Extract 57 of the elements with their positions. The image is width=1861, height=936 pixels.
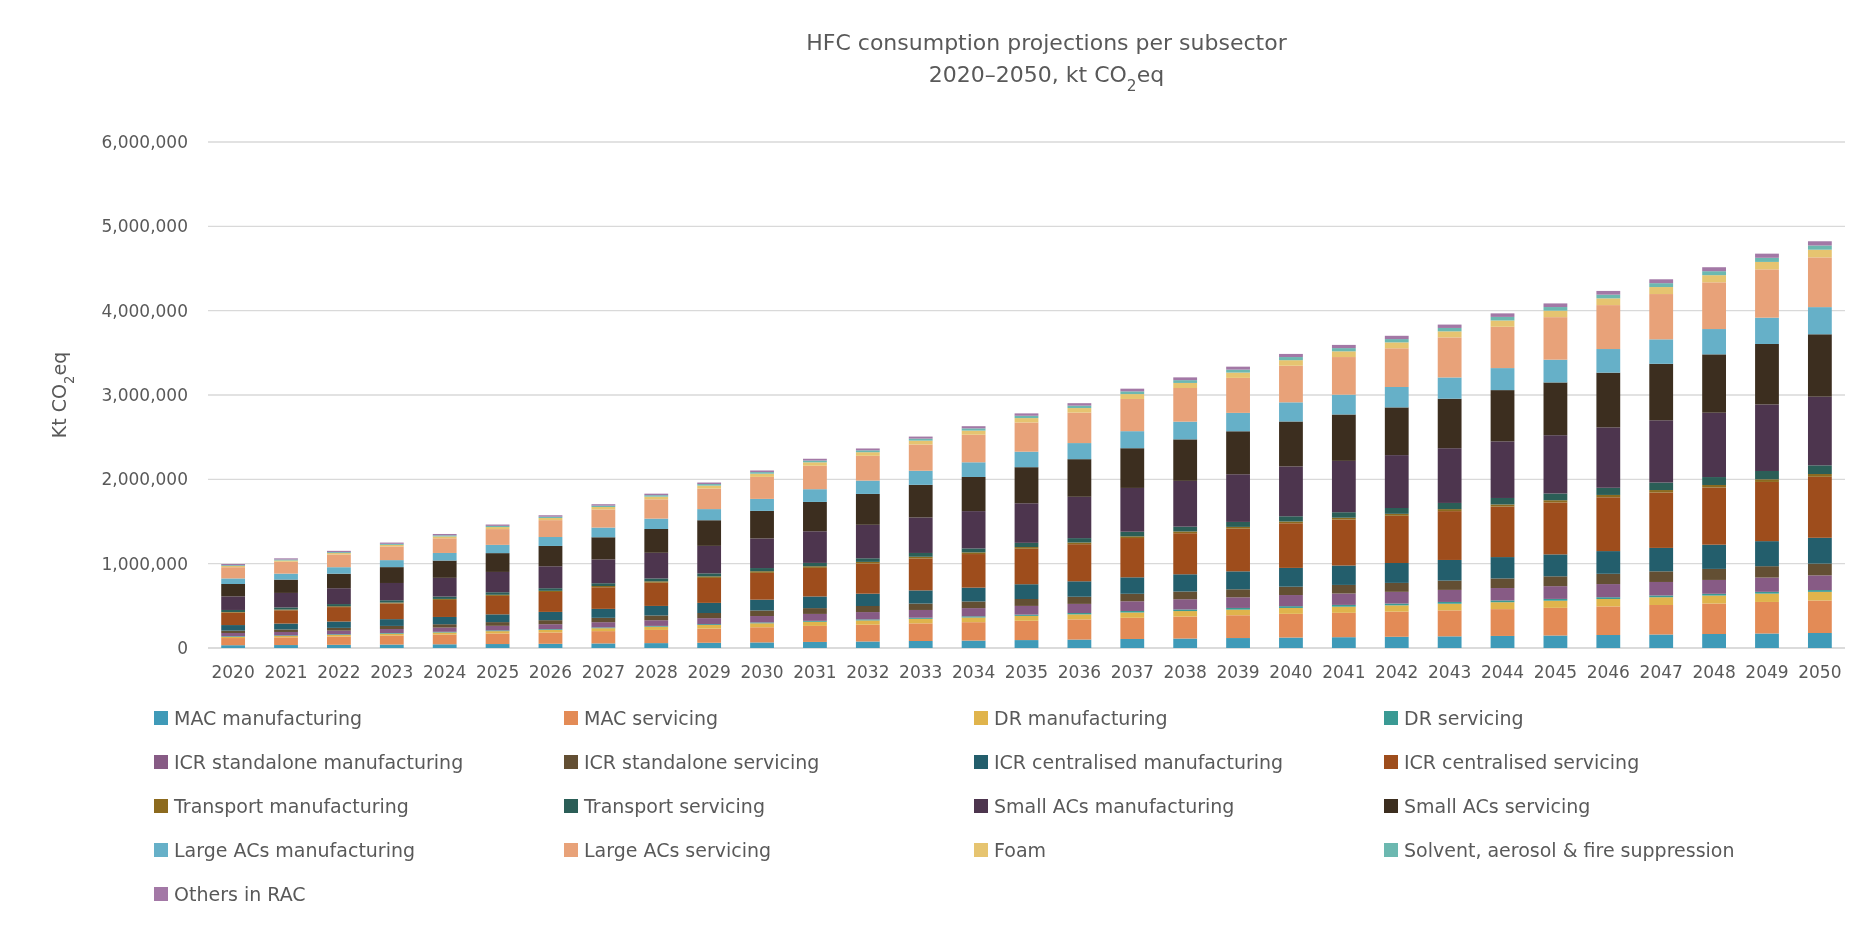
chart-title: HFC consumption projections per subsector [806,30,1288,55]
x-tick-label: 2044 [1480,662,1525,682]
chart-subtitle: 2020–2050, kt CO$_{2}$eq [928,62,1165,95]
legend-label: Small ACs servicing [1404,794,1591,817]
x-tick-label: 2033 [899,662,943,682]
x-tick-label: 2031 [793,662,837,682]
legend-label: Large ACs manufacturing [174,838,416,861]
x-tick-label: 2034 [951,662,996,682]
x-tick-label: 2039 [1216,662,1260,682]
x-tick-label: 2025 [475,662,520,682]
y-tick-label: 4,000,000 [101,300,188,321]
x-tick-label: 2045 [1533,662,1578,682]
legend-label: MAC manufacturing [174,706,363,729]
x-tick-label: 2046 [1586,662,1630,682]
x-tick-label: 2037 [1110,662,1154,682]
legend-label: ICR centralised manufacturing [994,750,1284,773]
legend-label: Small ACs manufacturing [994,794,1235,817]
x-tick-label: 2050 [1798,662,1842,682]
x-tick-label: 2047 [1639,662,1683,682]
x-tick-label: 2036 [1057,662,1102,682]
x-tick-label: 2028 [634,662,678,682]
legend-label: Solvent, aerosol & fire suppression [1404,838,1735,861]
legend-label: ICR centralised servicing [1404,750,1640,773]
legend-label: Transport servicing [583,794,765,817]
x-tick-label: 2038 [1163,662,1207,682]
legend-label: MAC servicing [584,706,719,729]
legend-label: DR manufacturing [994,706,1168,729]
x-tick-label: 2024 [423,662,467,682]
y-tick-label: 2,000,000 [101,469,188,490]
x-tick-label: 2020 [211,662,255,682]
legend-label: Foam [994,838,1047,861]
x-tick-label: 2035 [1004,662,1049,682]
legend-label: Large ACs servicing [584,838,772,861]
y-tick-label: 1,000,000 [101,553,188,574]
x-tick-label: 2027 [581,662,625,682]
x-tick-label: 2043 [1428,662,1472,682]
legend-label: DR servicing [1404,706,1524,729]
x-tick-label: 2049 [1745,662,1789,682]
legend-label: ICR standalone servicing [584,750,820,773]
x-tick-label: 2023 [370,662,414,682]
x-tick-label: 2021 [264,662,308,682]
x-tick-label: 2040 [1269,662,1313,682]
x-tick-label: 2032 [846,662,890,682]
x-tick-label: 2041 [1322,662,1366,682]
legend-label: Transport manufacturing [173,794,409,817]
legend-label: ICR standalone manufacturing [174,750,464,773]
legend-label: Others in RAC [174,882,306,905]
y-tick-label: 0 [177,637,188,658]
y-tick-label: 5,000,000 [101,216,188,237]
x-tick-label: 2022 [317,662,361,682]
x-tick-label: 2029 [687,662,731,682]
x-tick-label: 2048 [1692,662,1736,682]
x-tick-label: 2042 [1375,662,1419,682]
y-tick-label: 6,000,000 [101,131,188,152]
y-tick-label: 3,000,000 [101,384,188,405]
x-tick-label: 2030 [740,662,784,682]
x-tick-label: 2026 [528,662,573,682]
